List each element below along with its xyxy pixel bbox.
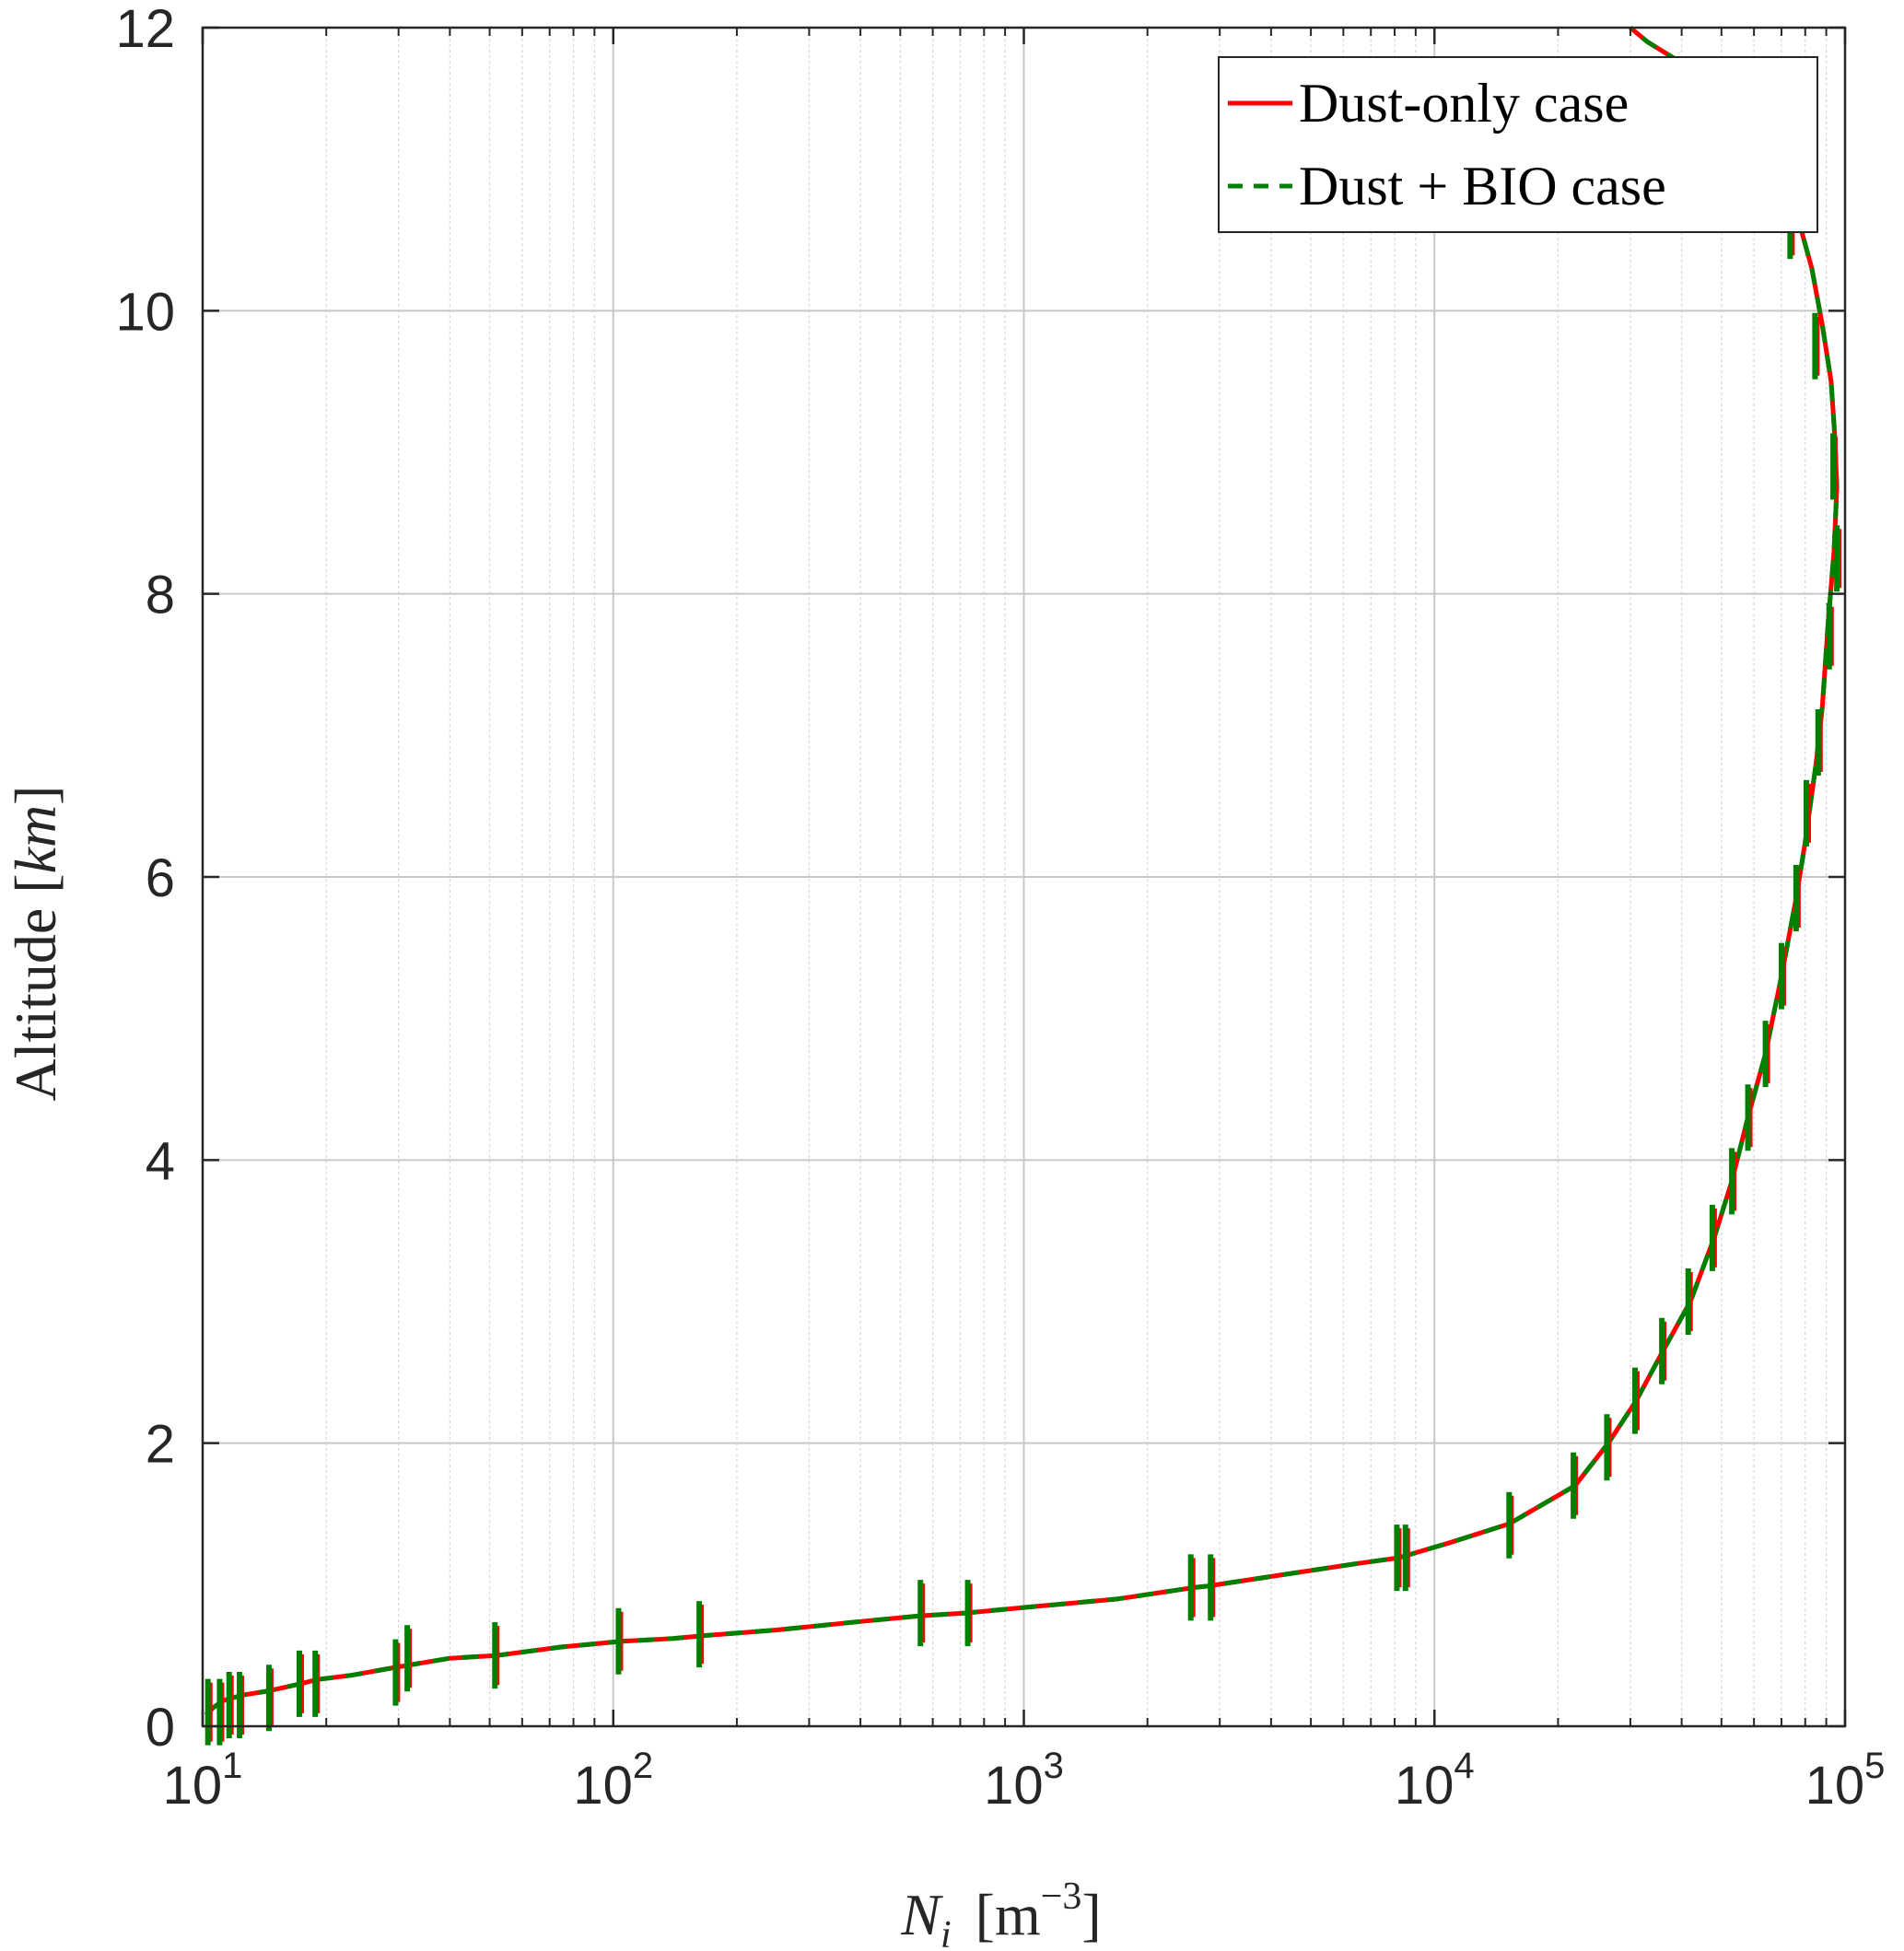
legend-box [1218,56,1818,233]
grid-lines [203,28,1845,1726]
legend: Dust-only case Dust + BIO case [1218,56,1818,233]
y-axis-label: Altitude [km] [3,786,68,1102]
y-tick-label: 6 [146,848,175,908]
x-axis-label: Ni [m−3] [900,1875,1101,1951]
x-tick-labels: 101 102 103 104 105 [163,1746,1886,1816]
legend-label-dust-only: Dust-only case [1299,73,1629,134]
series-line-dust-bio [204,26,1840,1717]
x-tick-label: 103 [984,1746,1064,1816]
y-tick-label: 10 [115,282,175,342]
x-tick-label: 104 [1395,1746,1475,1816]
axis-ticks [201,26,1847,1728]
legend-label-dust-bio: Dust + BIO case [1299,156,1666,216]
y-tick-labels: 0 2 4 6 8 10 12 [115,0,175,1758]
x-tick-label: 105 [1805,1746,1886,1816]
y-tick-label: 8 [146,566,175,625]
x-tick-label: 101 [163,1746,243,1816]
y-tick-label: 12 [115,0,175,59]
x-tick-label: 102 [573,1746,653,1816]
y-tick-label: 4 [146,1131,175,1191]
y-tick-label: 0 [146,1698,175,1758]
y-tick-label: 2 [146,1415,175,1475]
